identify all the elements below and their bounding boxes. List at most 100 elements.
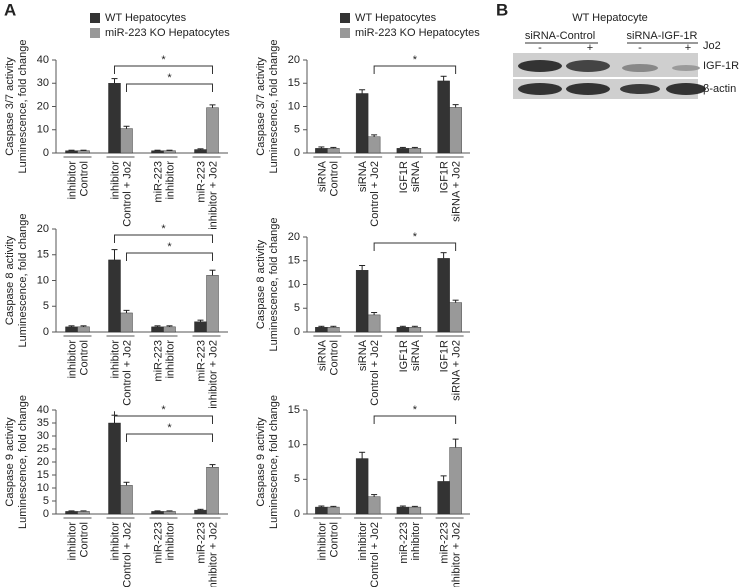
x-tick-label: siRNA [410,339,422,371]
bar [367,496,381,515]
error-bar [452,104,459,108]
x-tick-label: IGF1R [398,161,410,193]
error-bar [399,505,406,508]
legend-swatch [340,28,350,38]
y-axis-label: Luminescence, fold change [268,395,280,529]
error-bar [80,325,87,327]
y-tick-label: 35 [37,417,49,429]
significance-mark: * [167,422,172,434]
error-bar [154,510,161,512]
legend-label: miR-223 KO Hepatocytes [105,27,230,39]
y-tick-label: 20 [288,231,300,243]
x-tick-label: inhibitor [316,522,328,561]
x-tick-label: Control + Jo2 [121,161,133,227]
error-bar [197,148,204,150]
y-tick-label: 20 [37,223,49,235]
bar [396,327,410,333]
western-blot: WT Hepatocyte siRNA-Control siRNA-IGF-1R… [513,12,739,99]
legend-swatch [340,13,350,23]
x-tick-label: inhibitor [410,522,422,561]
error-bar [123,309,130,313]
x-tick-label: Control [78,161,90,196]
y-axis-label: Luminescence, fold change [268,218,280,352]
y-axis-label: Caspase 9 activity [255,417,267,507]
error-bar [440,475,447,482]
x-tick-label: siRNA [357,339,369,371]
error-bar [330,505,337,508]
x-tick-label: Control [328,340,340,375]
bar [449,302,462,333]
legend-label: WT Hepatocytes [105,12,187,24]
band [518,60,562,72]
y-tick-label: 20 [37,456,49,468]
x-tick-label: miR-223 [152,340,164,382]
error-bar [371,494,378,497]
error-bar [318,146,325,149]
x-tick-label: inhibitor [164,522,176,561]
x-tick-label: inhibitor + Jo2 [207,522,219,587]
bar [108,83,121,154]
error-bar [197,508,204,511]
error-bar [399,146,406,149]
significance-bracket [114,234,213,243]
y-tick-label: 5 [294,124,300,136]
x-tick-label: siRNA + Jo2 [451,161,463,222]
y-axis-label: Caspase 9 activity [4,417,16,507]
bar [77,326,90,333]
y-tick-label: 10 [288,278,300,290]
bar [120,128,133,154]
y-tick-label: 30 [37,430,49,442]
significance-bracket [373,242,457,251]
y-tick-label: 20 [37,100,49,112]
y-axis-label: Caspase 3/7 activity [4,57,16,156]
x-tick-label: inhibitor [164,161,176,200]
bar [408,506,422,515]
error-bar [318,505,325,508]
legend-swatch [90,13,100,23]
y-axis-label: Luminescence, fold change [17,40,29,174]
x-tick-label: miR-223 [195,522,207,564]
x-tick-label: siRNA + Jo2 [451,340,463,401]
x-tick-label: miR-223 [152,161,164,203]
significance-bracket [114,65,213,74]
y-tick-label: 40 [37,54,49,66]
x-tick-label: Control [78,340,90,375]
chart: 0 5 10 15 Caspase 9 activity Luminescence, fo… [255,395,470,587]
y-tick-label: 0 [294,508,300,520]
bar [163,150,176,154]
error-bar [68,325,75,327]
error-bar [123,481,130,486]
x-tick-label: inhibitor [164,340,176,379]
error-bar [209,104,216,108]
significance-bracket [126,83,213,92]
lane-sign: + [685,42,691,54]
x-tick-label: inhibitor [66,340,78,379]
legend-swatch [90,28,100,38]
x-tick-label: siRNA [316,339,328,371]
y-tick-label: 15 [288,77,300,89]
significance-mark: * [413,54,418,66]
error-bar [318,325,325,328]
bar [437,80,450,154]
error-bar [68,510,75,512]
bar [65,511,78,515]
significance-bracket [126,252,213,261]
x-tick-label: IGF1R [439,161,451,193]
error-bar [123,125,130,129]
x-tick-label: Control + Jo2 [369,161,381,227]
significance-mark: * [161,404,166,416]
band [622,64,658,72]
y-axis-label: Caspase 8 activity [255,239,267,329]
error-bar [399,325,406,328]
error-bar [359,89,366,94]
y-tick-label: 5 [294,302,300,314]
error-bar [330,325,337,328]
x-tick-label: inhibitor [66,522,78,561]
bar [449,107,462,154]
error-bar [166,510,173,512]
y-tick-label: 0 [43,326,49,338]
x-tick-label: inhibitor [109,161,121,200]
error-bar [166,325,173,327]
bar [396,148,410,154]
significance-mark: * [413,404,418,416]
